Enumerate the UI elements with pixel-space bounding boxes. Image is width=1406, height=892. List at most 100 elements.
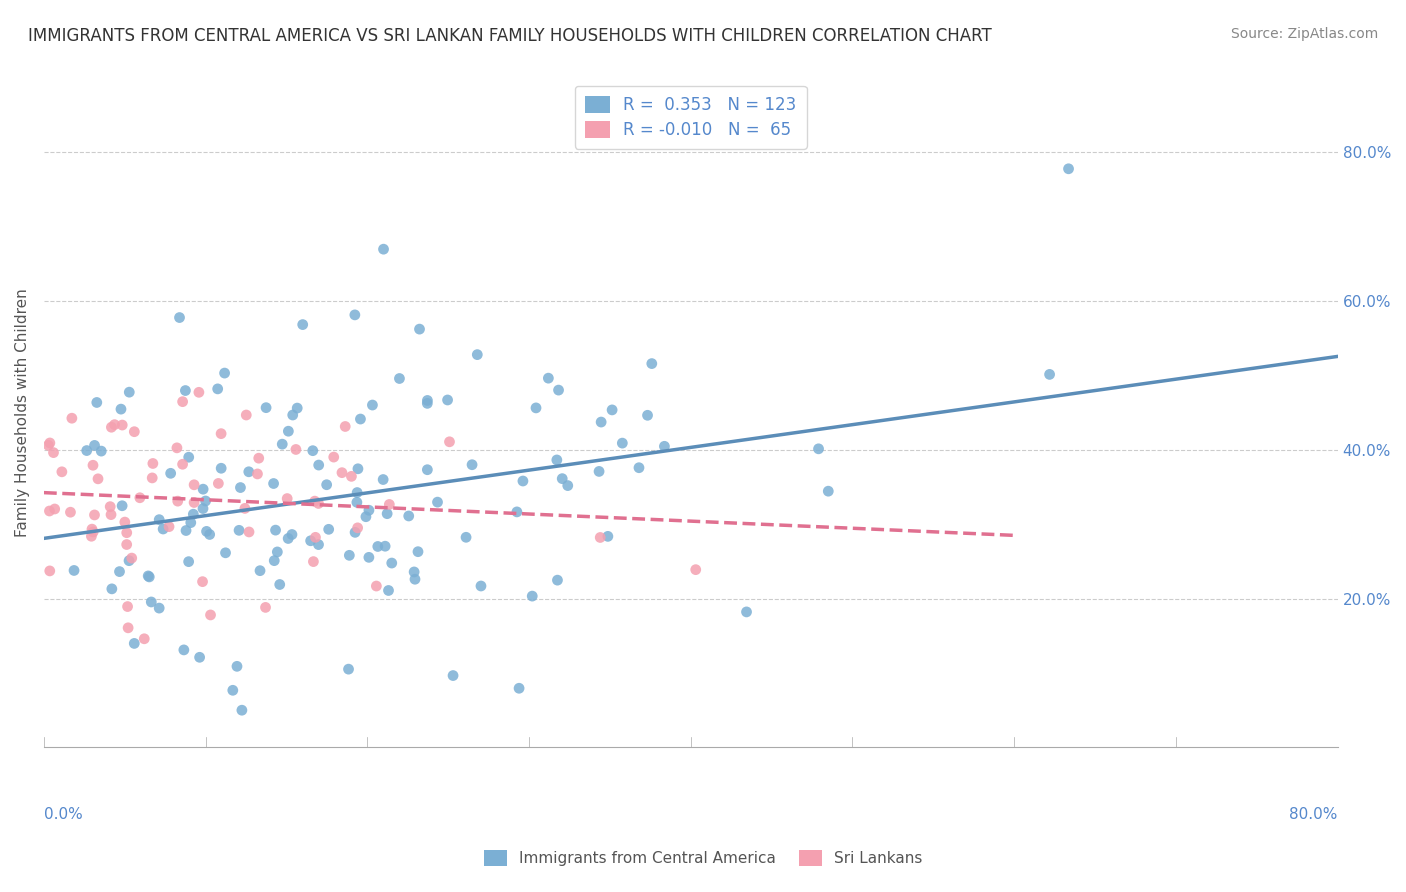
- Point: [191, 574, 214, 589]
- Point: [1039, 368, 1062, 382]
- Point: [118, 554, 141, 568]
- Point: [506, 505, 529, 519]
- Point: [299, 533, 322, 548]
- Point: [524, 401, 547, 415]
- Point: [263, 476, 285, 491]
- Point: [200, 607, 222, 622]
- Point: [373, 473, 395, 487]
- Point: [209, 461, 232, 475]
- Point: [301, 443, 323, 458]
- Text: 80.0%: 80.0%: [1289, 807, 1337, 822]
- Point: [226, 659, 249, 673]
- Text: 0.0%: 0.0%: [44, 807, 83, 822]
- Point: [214, 546, 236, 560]
- Point: [281, 408, 304, 422]
- Point: [138, 570, 160, 584]
- Point: [82, 458, 104, 473]
- Point: [1057, 161, 1080, 176]
- Point: [807, 442, 830, 456]
- Point: [817, 484, 839, 499]
- Point: [388, 371, 411, 385]
- Point: [128, 491, 150, 505]
- Point: [195, 524, 218, 539]
- Point: [264, 523, 287, 537]
- Point: [38, 504, 60, 518]
- Point: [63, 564, 86, 578]
- Point: [114, 515, 136, 529]
- Point: [551, 472, 574, 486]
- Point: [416, 393, 439, 408]
- Point: [172, 457, 194, 471]
- Point: [134, 632, 156, 646]
- Point: [194, 494, 217, 508]
- Point: [340, 469, 363, 483]
- Point: [304, 530, 326, 544]
- Point: [38, 436, 60, 450]
- Point: [367, 540, 389, 554]
- Point: [589, 531, 612, 545]
- Point: [436, 392, 458, 407]
- Point: [271, 437, 294, 451]
- Point: [269, 577, 291, 591]
- Point: [522, 589, 544, 603]
- Point: [207, 476, 229, 491]
- Point: [152, 522, 174, 536]
- Point: [247, 451, 270, 466]
- Point: [546, 573, 568, 587]
- Point: [354, 509, 377, 524]
- Point: [398, 508, 420, 523]
- Point: [470, 579, 492, 593]
- Legend: R =  0.353   N = 123, R = -0.010   N =  65: R = 0.353 N = 123, R = -0.010 N = 65: [575, 86, 807, 149]
- Point: [100, 508, 122, 522]
- Point: [90, 444, 112, 458]
- Point: [60, 411, 83, 425]
- Point: [337, 662, 360, 676]
- Point: [187, 385, 209, 400]
- Point: [641, 357, 664, 371]
- Point: [209, 426, 232, 441]
- Point: [136, 569, 159, 583]
- Point: [254, 600, 277, 615]
- Point: [207, 382, 229, 396]
- Point: [512, 474, 534, 488]
- Point: [254, 401, 277, 415]
- Point: [198, 527, 221, 541]
- Point: [141, 595, 163, 609]
- Point: [404, 565, 426, 579]
- Point: [117, 599, 139, 614]
- Point: [346, 485, 368, 500]
- Point: [375, 507, 398, 521]
- Point: [284, 442, 307, 457]
- Point: [117, 621, 139, 635]
- Point: [335, 419, 357, 434]
- Point: [627, 460, 650, 475]
- Point: [86, 395, 108, 409]
- Point: [42, 445, 65, 459]
- Point: [180, 516, 202, 530]
- Point: [59, 505, 82, 519]
- Point: [124, 425, 146, 439]
- Point: [378, 498, 401, 512]
- Point: [281, 527, 304, 541]
- Point: [285, 401, 308, 415]
- Point: [80, 522, 103, 536]
- Point: [159, 467, 181, 481]
- Point: [461, 458, 484, 472]
- Point: [277, 424, 299, 438]
- Point: [322, 450, 344, 464]
- Point: [177, 450, 200, 465]
- Point: [80, 529, 103, 543]
- Point: [222, 683, 245, 698]
- Point: [238, 465, 260, 479]
- Point: [174, 524, 197, 538]
- Point: [291, 318, 314, 332]
- Point: [277, 532, 299, 546]
- Point: [115, 525, 138, 540]
- Point: [121, 551, 143, 566]
- Point: [404, 572, 426, 586]
- Point: [588, 465, 610, 479]
- Point: [238, 524, 260, 539]
- Point: [246, 467, 269, 481]
- Point: [103, 417, 125, 432]
- Point: [108, 565, 131, 579]
